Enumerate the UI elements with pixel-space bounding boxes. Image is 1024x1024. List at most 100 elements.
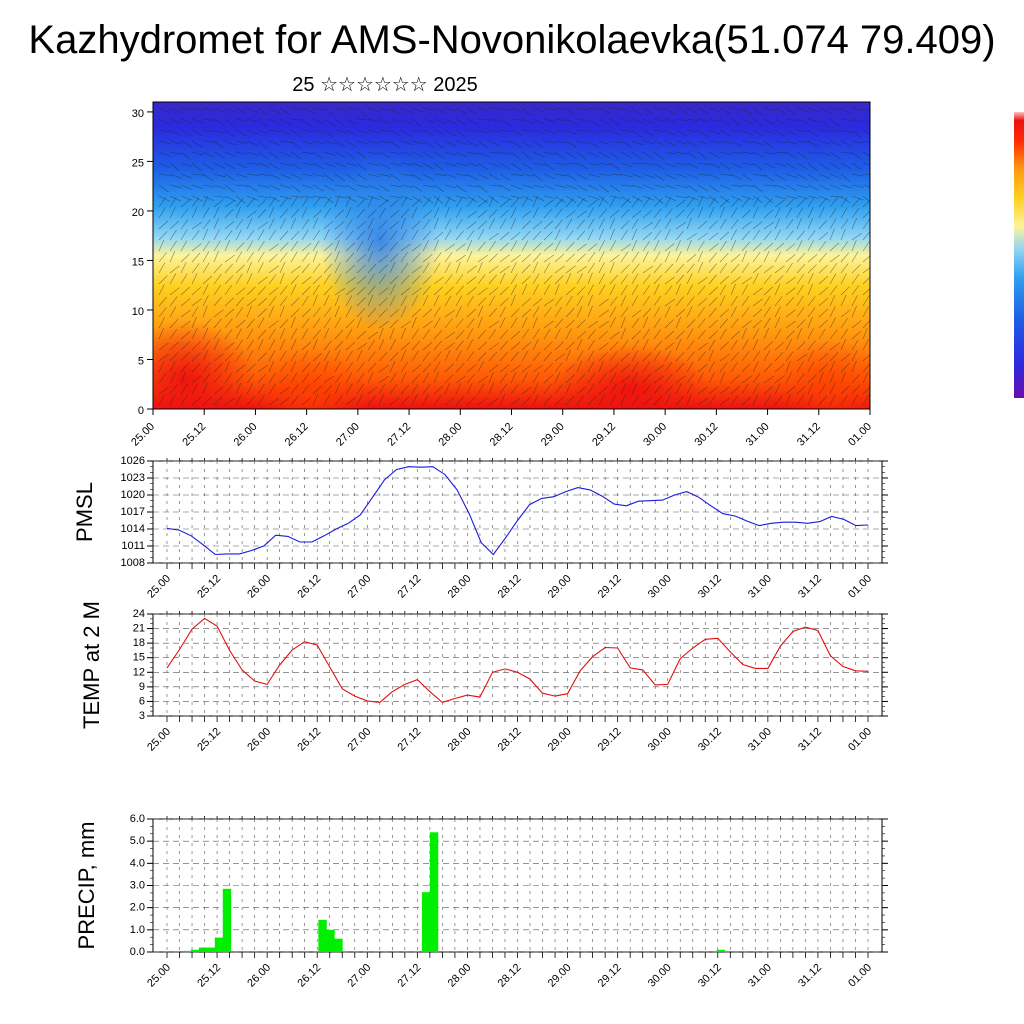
wind-barb — [246, 217, 253, 230]
wind-barb — [422, 173, 434, 181]
wind-barb — [334, 173, 346, 182]
wind-barb — [642, 129, 654, 136]
cross-section-heatmap — [153, 102, 870, 409]
wind-barb — [543, 118, 556, 122]
wind-barb — [367, 218, 374, 230]
wind-barb — [576, 339, 583, 351]
wind-barb — [741, 250, 747, 263]
wind-barb — [235, 351, 244, 362]
wind-barb — [268, 287, 279, 296]
wind-barb — [829, 242, 840, 252]
wind-barb — [631, 151, 642, 160]
wind-barb — [213, 296, 222, 307]
wind-barb — [642, 221, 654, 230]
wind-barb — [224, 329, 233, 340]
wind-barb — [400, 196, 408, 208]
wind-barb — [752, 273, 759, 285]
wind-barb — [554, 118, 567, 122]
wind-barb — [686, 107, 698, 114]
wind-barb — [268, 360, 274, 373]
wind-barb — [455, 318, 464, 329]
heatmap-x-tick-label: 31.00 — [744, 421, 772, 449]
wind-barb — [565, 374, 575, 384]
wind-barb — [345, 242, 356, 252]
wind-barb — [521, 317, 528, 329]
wind-barb — [290, 107, 303, 111]
wind-barb — [455, 195, 468, 200]
wind-barb — [356, 198, 366, 208]
wind-barb — [708, 232, 719, 241]
wind-barb — [719, 195, 731, 203]
wind-barb — [334, 317, 342, 329]
wind-barb — [466, 195, 478, 203]
wind-barb — [543, 328, 551, 340]
wind-barb — [378, 273, 387, 285]
wind-barb — [752, 242, 762, 252]
wind-barb — [213, 206, 220, 219]
heatmap-y-tick-label: 10 — [132, 306, 144, 318]
wind-barb — [433, 252, 442, 263]
wind-barb — [697, 297, 708, 307]
wind-barb — [180, 140, 192, 147]
wind-barb — [400, 184, 413, 188]
wind-barb — [312, 240, 320, 252]
wind-barb — [686, 263, 695, 274]
wind-barb — [389, 230, 398, 241]
wind-barb — [730, 263, 740, 274]
wind-barb — [356, 330, 367, 340]
wind-barb — [213, 229, 220, 241]
wind-barb — [422, 329, 431, 340]
wind-barb — [158, 307, 167, 318]
wind-barb — [268, 383, 276, 395]
wind-barb — [752, 328, 760, 340]
wind-barb — [609, 331, 620, 340]
wind-barb — [851, 107, 864, 112]
wind-barb — [290, 240, 298, 252]
wind-barb — [202, 107, 215, 111]
wind-barb — [455, 306, 462, 318]
wind-barb — [235, 197, 244, 208]
wind-barb — [224, 372, 232, 384]
wind-barb — [257, 107, 268, 116]
wind-barb — [466, 265, 477, 274]
wind-barb — [576, 305, 583, 318]
wind-barb — [499, 254, 510, 263]
wind-barb — [301, 184, 314, 189]
wind-barb — [576, 330, 587, 340]
wind-barb — [631, 350, 639, 362]
wind-barb — [191, 397, 202, 406]
wind-barb — [653, 295, 661, 307]
wind-barb — [785, 118, 798, 121]
wind-barb — [246, 140, 259, 147]
wind-barb — [598, 309, 609, 318]
wind-barb — [708, 252, 717, 263]
wind-barb — [367, 129, 380, 134]
wind-barb — [851, 118, 864, 123]
wind-barb — [466, 151, 479, 155]
wind-barb — [840, 338, 847, 351]
wind-barb — [312, 352, 323, 362]
wind-barb — [587, 140, 599, 148]
wind-barb — [334, 262, 341, 274]
wind-barb — [554, 107, 567, 111]
heatmap-y-tick-label: 0 — [138, 405, 144, 417]
wind-barb — [785, 372, 792, 384]
wind-barb — [224, 254, 235, 263]
wind-barb — [510, 351, 520, 362]
wind-barb — [631, 140, 644, 146]
wind-barb — [180, 129, 192, 137]
wind-barb — [510, 384, 519, 395]
wind-barb — [763, 327, 770, 340]
wind-barb — [554, 240, 561, 252]
wind-barb — [345, 276, 356, 285]
wind-barb — [653, 208, 662, 219]
wind-barb — [488, 209, 498, 219]
wind-barb — [510, 206, 517, 219]
wind-barb — [543, 262, 551, 274]
wind-barb — [807, 162, 818, 171]
wind-barb — [631, 210, 642, 219]
wind-barb — [202, 129, 215, 133]
wind-barb — [389, 372, 397, 384]
wind-barb — [521, 210, 532, 219]
wind-barb — [620, 151, 632, 159]
